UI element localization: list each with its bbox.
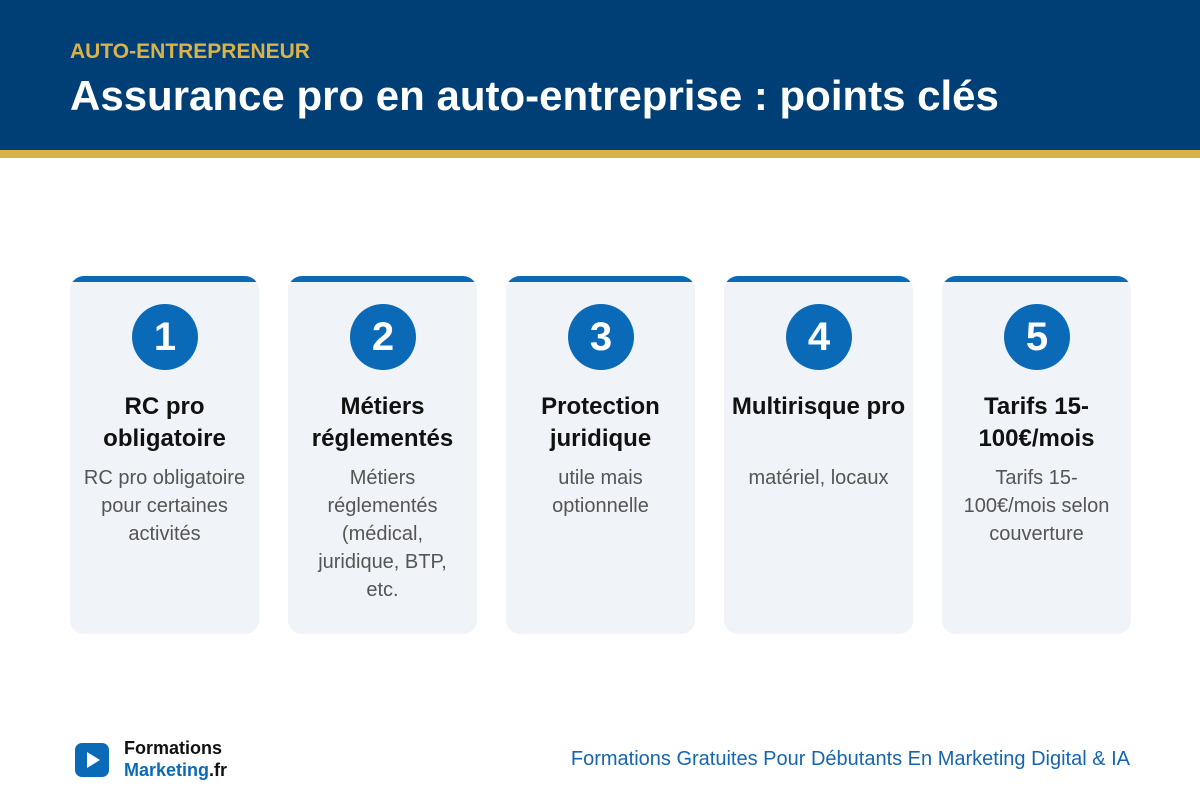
card-bar — [288, 276, 477, 282]
card-text: matériel, locaux — [748, 467, 889, 489]
card: 2 Métiers réglementés Métiers réglementés … — [288, 276, 477, 634]
card-title: Multirisque pro — [731, 393, 906, 420]
tagline: Formations Gratuites Pour Débutants En M… — [570, 748, 1130, 770]
header — [0, 0, 1200, 150]
card: 5 Tarifs 15-100€/mois Tarifs 15-100€/mois … — [942, 276, 1131, 634]
card: 3 Protection juridique utile mais optionne… — [506, 276, 695, 634]
header-stripe — [0, 150, 1200, 158]
card-title: Métiers réglementés — [311, 393, 454, 452]
card-number: 3 — [568, 304, 634, 370]
logo-main: Marketing — [124, 760, 210, 780]
card-bar — [942, 276, 1131, 282]
logo-suffix: .fr — [209, 760, 228, 780]
card: 4 Multirisque pro matériel, locaux — [724, 276, 913, 634]
card-number: 4 — [786, 304, 852, 370]
card-bar — [506, 276, 695, 282]
card-bar — [70, 276, 259, 282]
card-title: RC pro obligatoire — [103, 393, 226, 452]
card-title: Tarifs 15-100€/mois — [978, 393, 1095, 452]
card-number: 1 — [132, 304, 198, 370]
title: Assurance pro en auto-entreprise : point… — [70, 72, 999, 119]
card-number: 5 — [1004, 304, 1070, 370]
card-number: 2 — [350, 304, 416, 370]
logo-top: Formations — [124, 738, 223, 758]
logo-bottom: Marketing.fr — [124, 760, 227, 781]
card-text: utile mais optionnelle — [552, 467, 649, 517]
card-text: Métiers réglementés (médical, juridique,… — [318, 467, 447, 601]
card-title: Protection juridique — [541, 393, 660, 452]
card-bar — [724, 276, 913, 282]
kicker: AUTO-ENTREPRENEUR — [70, 40, 310, 63]
card-text: Tarifs 15-100€/mois selon couverture — [963, 467, 1110, 545]
card-text: RC pro obligatoire pour certaines activi… — [83, 467, 246, 545]
card: 1 RC pro obligatoire RC pro obligatoire po… — [70, 276, 259, 634]
logo-icon — [75, 743, 109, 777]
